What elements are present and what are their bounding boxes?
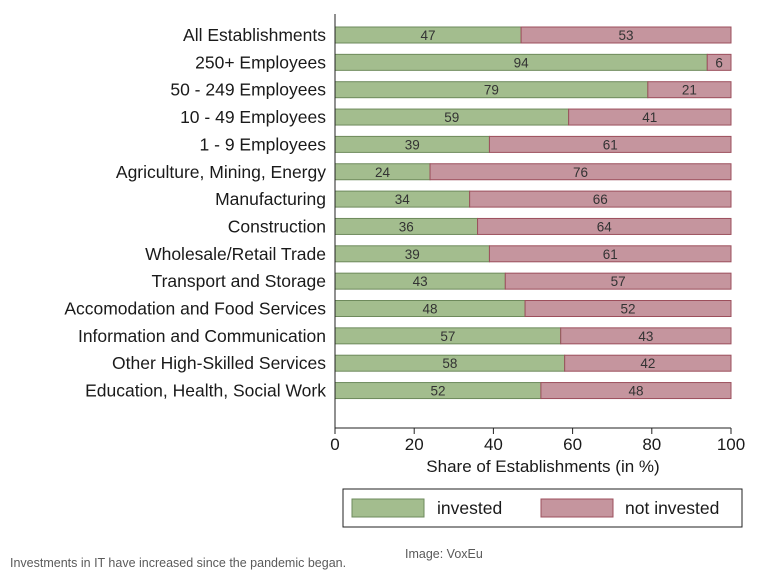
bar-value-label: 53 (619, 28, 634, 43)
image-credit: Image: VoxEu (405, 547, 483, 561)
bar-value-label: 64 (597, 219, 613, 234)
bar-value-label: 42 (640, 356, 655, 371)
bar-not-invested (469, 190, 732, 208)
category-label: Other High-Skilled Services (112, 353, 326, 373)
category-label: All Establishments (183, 25, 326, 45)
category-label: Transport and Storage (152, 271, 326, 291)
bar-not-invested (540, 382, 732, 400)
bar-value-label: 59 (444, 110, 459, 125)
bar-value-label: 34 (395, 192, 411, 207)
category-label: 10 - 49 Employees (180, 107, 326, 127)
x-axis: 0 20 40 60 80 100 (330, 14, 745, 454)
bar-value-label: 6 (715, 55, 723, 70)
legend-label-invested: invested (437, 498, 502, 518)
category-label: Accomodation and Food Services (64, 299, 326, 319)
bar-not-invested (568, 108, 732, 126)
category-label: Manufacturing (215, 189, 326, 209)
bar-value-label: 57 (440, 329, 455, 344)
category-label: Agriculture, Mining, Energy (116, 162, 326, 182)
x-axis-title: Share of Establishments (in %) (426, 457, 659, 476)
bar-value-label: 58 (442, 356, 457, 371)
bar-not-invested (706, 53, 732, 71)
category-label: Wholesale/Retail Trade (145, 244, 326, 264)
bar-value-label: 48 (628, 384, 643, 399)
bar-value-label: 79 (484, 83, 499, 98)
bar-not-invested (429, 163, 732, 181)
category-label: Construction (228, 216, 326, 236)
bar-not-invested (564, 354, 732, 372)
bar-value-label: 39 (405, 247, 420, 262)
bar-not-invested (477, 217, 732, 235)
x-tick-label: 60 (563, 435, 582, 454)
bar-value-label: 48 (423, 302, 438, 317)
image-caption: Investments in IT have increased since t… (10, 556, 347, 570)
category-labels: All Establishments 250+ Employees 50 - 249… (64, 25, 326, 401)
bar-not-invested (524, 300, 732, 317)
bar-value-label: 61 (603, 137, 618, 152)
legend: invested not invested (342, 488, 743, 528)
category-label: Education, Health, Social Work (85, 381, 326, 401)
x-tick-label: 0 (330, 435, 339, 454)
bar-value-label: 41 (642, 110, 657, 125)
bar-value-label: 52 (621, 302, 636, 317)
bar-value-label: 57 (611, 274, 626, 289)
x-tick-label: 20 (405, 435, 424, 454)
legend-swatch-not-invested (540, 498, 614, 518)
category-label: Information and Communication (78, 326, 326, 346)
x-tick-label: 100 (717, 435, 745, 454)
bar-value-label: 24 (375, 165, 391, 180)
bar-value-label: 47 (421, 28, 436, 43)
bar-not-invested (560, 327, 732, 345)
bar-value-label: 43 (638, 329, 653, 344)
bar-value-label: 21 (682, 83, 697, 98)
legend-swatch-invested (351, 498, 425, 518)
bar-value-label: 94 (514, 55, 530, 70)
bar-value-label: 66 (593, 192, 608, 207)
bar-value-label: 36 (399, 219, 414, 234)
category-label: 250+ Employees (195, 52, 326, 72)
x-tick-label: 40 (484, 435, 503, 454)
legend-label-not-invested: not invested (625, 498, 719, 518)
bar-not-invested (504, 272, 732, 290)
x-tick-label: 80 (642, 435, 661, 454)
category-label: 1 - 9 Employees (200, 134, 327, 154)
bar-value-label: 76 (573, 165, 588, 180)
bar-not-invested (488, 135, 732, 153)
category-label: 50 - 249 Employees (170, 80, 326, 100)
bar-not-invested (520, 26, 732, 44)
bar-value-label: 52 (430, 384, 445, 399)
bar-value-label: 43 (413, 274, 428, 289)
bar-value-label: 39 (405, 137, 420, 152)
bar-value-label: 61 (603, 247, 618, 262)
bar-not-invested (647, 81, 732, 99)
bar-not-invested (488, 245, 732, 263)
